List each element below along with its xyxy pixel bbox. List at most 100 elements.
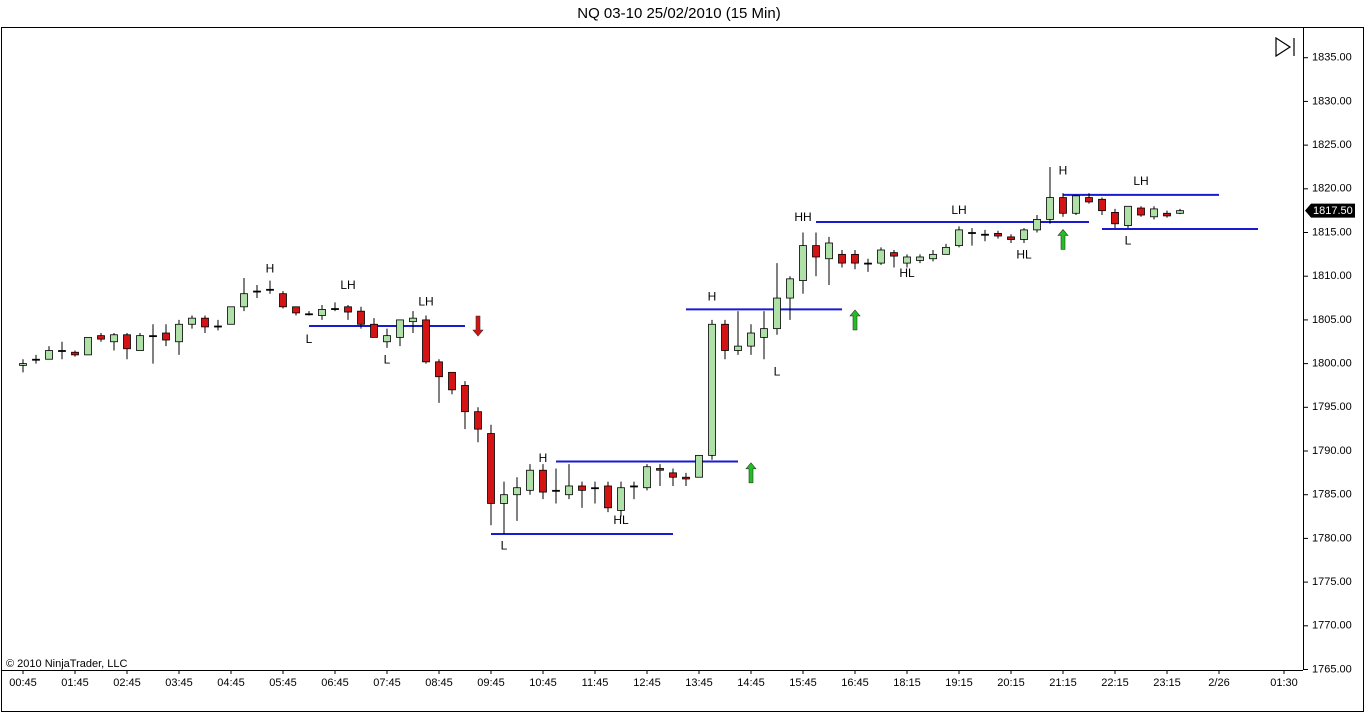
candle-body — [838, 253, 846, 264]
x-tick-label: 02:45 — [113, 677, 141, 689]
y-tick-label: 1805.00 — [1312, 314, 1352, 326]
x-tick-label: 20:15 — [997, 677, 1025, 689]
candle-body — [786, 278, 794, 299]
last-price-label: 1817.50 — [1313, 205, 1353, 217]
candle-body — [903, 256, 911, 264]
candle-body — [1163, 212, 1171, 217]
swing-label: L — [306, 332, 313, 346]
candle-body — [552, 489, 560, 492]
swing-label: LH — [951, 203, 966, 217]
x-tick-label: 23:15 — [1153, 677, 1181, 689]
swing-label: L — [1125, 233, 1132, 247]
candle-body — [1176, 210, 1184, 214]
candle-body — [825, 242, 833, 260]
candle-body — [344, 306, 352, 313]
candle-body — [864, 262, 872, 265]
x-tick-label: 07:45 — [373, 677, 401, 689]
swing-label: L — [501, 538, 508, 552]
candle-body — [1111, 212, 1119, 225]
candle-body — [1033, 219, 1041, 231]
x-tick-label: 08:45 — [425, 677, 453, 689]
candle-body — [695, 454, 703, 478]
candle-body — [955, 229, 963, 247]
candle-body — [734, 345, 742, 351]
candle-body — [500, 494, 508, 504]
candle-body — [591, 487, 599, 490]
x-tick-label: 10:45 — [529, 677, 557, 689]
candle-body — [1072, 195, 1080, 214]
candle-body — [799, 245, 807, 281]
candle-body — [357, 310, 365, 325]
x-tick-label: 09:45 — [477, 677, 505, 689]
candle-body — [45, 350, 53, 360]
y-tick-label: 1780.00 — [1312, 532, 1352, 544]
y-tick-label: 1765.00 — [1312, 663, 1352, 675]
x-tick-label: 11:45 — [582, 677, 609, 689]
y-tick-label: 1820.00 — [1312, 183, 1352, 195]
candle-body — [1085, 197, 1093, 203]
candle-body — [149, 335, 157, 338]
candle-body — [253, 290, 261, 293]
candle-body — [84, 336, 92, 356]
x-tick-label: 12:45 — [633, 677, 661, 689]
candle-body — [435, 361, 443, 378]
y-tick-label: 1835.00 — [1312, 52, 1352, 64]
candle-body — [71, 351, 79, 356]
candle-body — [565, 485, 573, 496]
candle-body — [292, 306, 300, 314]
candle-body — [747, 332, 755, 347]
candle-body — [396, 319, 404, 338]
candle-body — [266, 288, 274, 291]
candle-body — [1020, 229, 1028, 240]
candle-body — [929, 253, 937, 260]
candle-body — [461, 385, 469, 413]
x-tick-label: 00:45 — [9, 677, 37, 689]
chart-title: NQ 03-10 25/02/2010 (15 Min) — [577, 5, 780, 22]
x-tick-label: 01:30 — [1270, 677, 1298, 689]
candle-body — [812, 245, 820, 258]
x-tick-label: 04:45 — [217, 677, 245, 689]
copyright: © 2010 NinjaTrader, LLC — [6, 658, 127, 670]
candle-body — [1098, 198, 1106, 212]
swing-label: L — [384, 352, 391, 366]
candle-body — [708, 323, 716, 456]
last-price-marker — [1305, 203, 1355, 218]
candle-body — [968, 232, 976, 234]
x-tick-label: 16:45 — [841, 677, 869, 689]
signal-arrow — [472, 315, 484, 337]
candle-body — [1124, 205, 1132, 226]
y-tick-label: 1795.00 — [1312, 401, 1352, 413]
y-tick-label: 1830.00 — [1312, 95, 1352, 107]
x-tick-label: 18:15 — [893, 677, 921, 689]
candle-body — [643, 466, 651, 489]
swing-label: HL — [899, 266, 915, 280]
swing-label: H — [266, 261, 275, 275]
signal-arrow — [849, 309, 861, 331]
candle-body — [994, 232, 1002, 237]
swing-label: HH — [794, 210, 811, 224]
candle-body — [669, 472, 677, 478]
y-tick-label: 1800.00 — [1312, 358, 1352, 370]
candle-body — [227, 306, 235, 325]
candle-body — [1059, 197, 1067, 214]
x-tick-label: 15:45 — [789, 677, 817, 689]
x-tick-label: 2/26 — [1208, 677, 1229, 689]
x-tick-label: 22:15 — [1101, 677, 1129, 689]
swing-label: LH — [418, 295, 433, 309]
candle-body — [123, 334, 131, 350]
candle-body — [578, 485, 586, 491]
y-tick-label: 1790.00 — [1312, 445, 1352, 457]
candle-body — [760, 328, 768, 338]
swing-label: L — [774, 365, 781, 379]
candle-body — [682, 476, 690, 480]
swing-label: H — [1059, 164, 1068, 178]
swing-label: HL — [1016, 247, 1032, 261]
candle-body — [331, 308, 339, 310]
candle-body — [539, 469, 547, 493]
candle-body — [370, 323, 378, 338]
candle-body — [279, 293, 287, 308]
candle-body — [487, 433, 495, 504]
candle-body — [604, 485, 612, 509]
nav-icon[interactable] — [1275, 36, 1295, 58]
